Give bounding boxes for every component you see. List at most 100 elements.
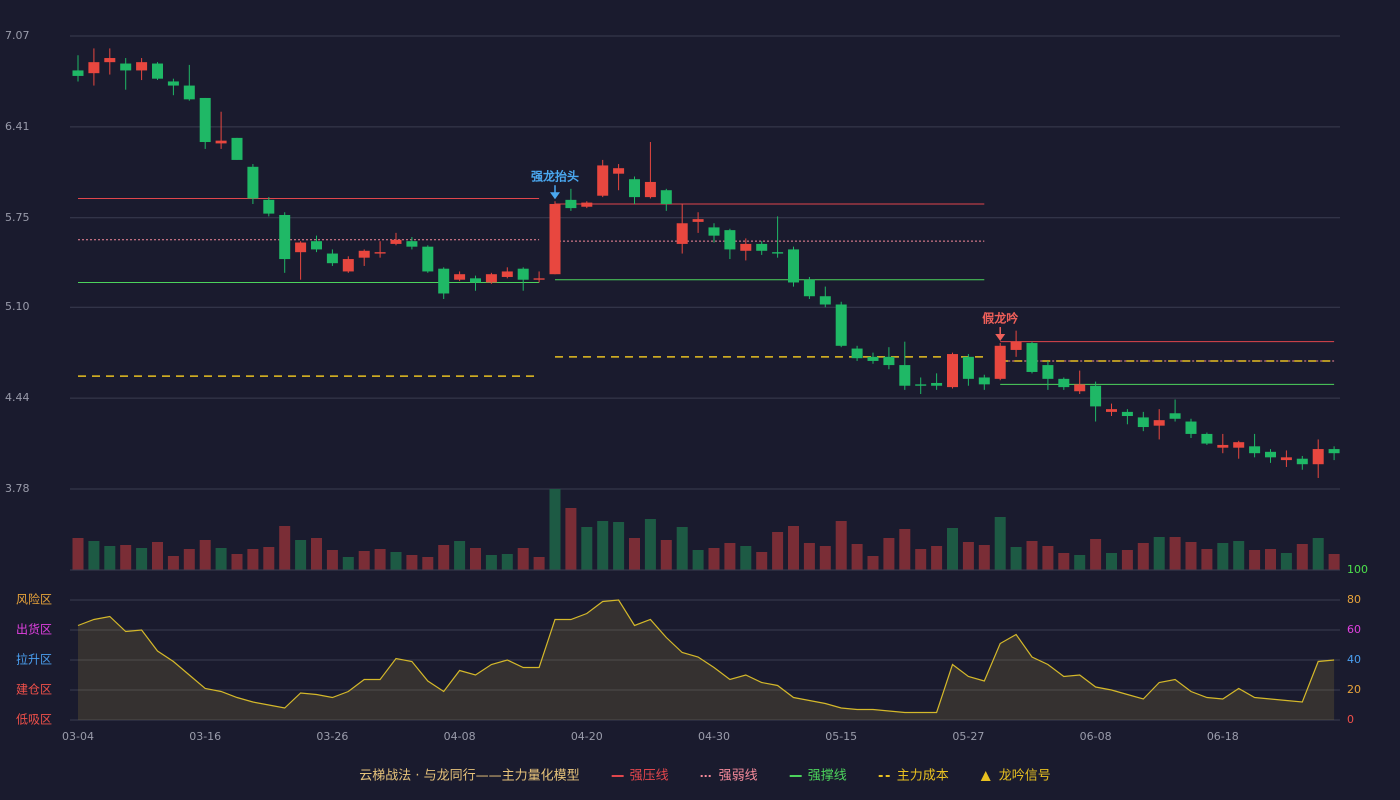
legend-title: 云梯战法 · 与龙同行——主力量化模型 — [359, 769, 579, 784]
candle-body — [1312, 449, 1324, 465]
x-tick-label: 03-16 — [189, 730, 221, 743]
candle-body — [231, 137, 243, 160]
candle-body — [994, 345, 1006, 379]
volume-bar — [342, 557, 354, 570]
volume-bar — [72, 538, 84, 570]
volume-bar — [215, 548, 227, 570]
candle-body — [597, 165, 609, 196]
candle-body — [1106, 409, 1117, 412]
volume-bar — [311, 538, 322, 570]
volume-bar — [231, 554, 243, 570]
y2-tick-label: 80 — [1347, 593, 1361, 606]
volume-bar — [470, 548, 481, 570]
y-tick-label: 5.75 — [5, 211, 30, 224]
volume-bar — [883, 538, 895, 570]
volume-bar — [676, 527, 688, 570]
candle-body — [422, 246, 434, 272]
volume-bar — [1074, 555, 1086, 570]
candle-body — [263, 199, 275, 214]
volume-bar — [565, 508, 577, 570]
candle-body — [1137, 417, 1149, 428]
candle-body — [167, 81, 179, 86]
candle-body — [803, 279, 815, 297]
candle-body — [279, 214, 291, 260]
candle-body — [1153, 420, 1165, 426]
volume-bar — [1201, 549, 1213, 570]
candle-body — [740, 243, 752, 251]
volume-bar — [835, 521, 847, 570]
volume-bar — [1233, 541, 1245, 570]
legend-label: 强压线 — [630, 769, 669, 784]
volume-bar — [947, 528, 958, 570]
volume-bar — [1090, 539, 1102, 570]
candle-body — [978, 377, 990, 385]
y-tick-label: 4.44 — [5, 391, 30, 404]
volume-bar — [1312, 538, 1324, 570]
volume-bar — [819, 546, 831, 570]
volume-bar — [899, 529, 911, 570]
candle-body — [1233, 442, 1245, 448]
candle-body — [1026, 343, 1038, 372]
candle-body — [724, 230, 736, 250]
volume-bar — [454, 541, 466, 570]
legend-label: 强弱线 — [719, 769, 758, 784]
candle-body — [565, 199, 577, 209]
volume-bar — [533, 557, 545, 570]
volume-bar — [438, 545, 450, 570]
y-tick-label: 5.10 — [5, 300, 30, 313]
x-tick-label: 03-04 — [62, 730, 94, 743]
candle-body — [358, 250, 370, 258]
candle-body — [756, 243, 768, 251]
x-tick-label: 04-30 — [698, 730, 730, 743]
volume-bar — [183, 549, 195, 570]
volume-bar — [1185, 542, 1197, 570]
x-tick-label: 03-26 — [316, 730, 348, 743]
volume-bar — [613, 522, 625, 570]
volume-bar — [422, 557, 434, 570]
candle-body — [629, 179, 640, 198]
volume-bar — [152, 542, 163, 570]
candle-body — [931, 382, 943, 386]
candle-body — [88, 62, 100, 74]
volume-bar — [1121, 550, 1133, 570]
y2-tick-label: 60 — [1347, 623, 1361, 636]
volume-bar — [1280, 553, 1292, 570]
volume-bar — [851, 544, 863, 570]
legend-label: 强撑线 — [808, 769, 847, 784]
volume-bar — [1010, 547, 1022, 570]
volume-bar — [485, 555, 497, 570]
x-tick-label: 06-18 — [1207, 730, 1239, 743]
volume-bar — [1106, 553, 1117, 570]
candle-body — [342, 259, 354, 272]
volume-bar — [597, 521, 609, 570]
y2-tick-label: 40 — [1347, 653, 1361, 666]
volume-bar — [517, 548, 529, 570]
volume-bar — [199, 540, 211, 570]
candle-body — [454, 274, 466, 280]
candle-body — [1042, 365, 1054, 379]
volume-bar — [358, 551, 370, 570]
candle-body — [660, 190, 672, 204]
volume-bar — [247, 549, 259, 570]
candle-body — [835, 304, 847, 346]
volume-bar — [1137, 543, 1149, 570]
volume-bar — [167, 556, 179, 570]
candle-body — [72, 70, 84, 76]
volume-bar — [279, 526, 291, 570]
legend-label: 主力成本 — [897, 769, 949, 784]
candle-body — [772, 252, 784, 254]
volume-bar — [1058, 553, 1070, 570]
candle-body — [819, 296, 831, 305]
candle-body — [1074, 384, 1086, 392]
volume-bar — [1328, 554, 1340, 570]
candle-body — [438, 268, 450, 294]
candle-body — [1280, 457, 1292, 461]
volume-bar — [136, 548, 148, 570]
y-tick-label: 3.78 — [5, 482, 30, 495]
candle-body — [708, 227, 720, 236]
volume-bar — [660, 540, 672, 570]
candle-body — [247, 166, 259, 199]
x-tick-label: 04-08 — [444, 730, 476, 743]
candle-body — [1249, 446, 1261, 454]
